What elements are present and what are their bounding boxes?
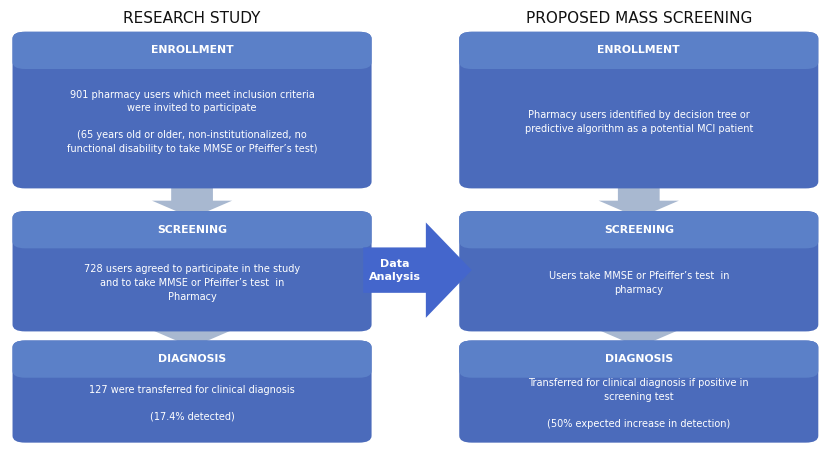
FancyBboxPatch shape (459, 32, 818, 69)
Polygon shape (152, 182, 232, 218)
Bar (25, 50, 359, 62)
Text: ENROLLMENT: ENROLLMENT (598, 45, 680, 55)
Text: 127 were transferred for clinical diagnosis

(17.4% detected): 127 were transferred for clinical diagno… (89, 385, 295, 422)
FancyBboxPatch shape (459, 211, 818, 331)
Text: DIAGNOSIS: DIAGNOSIS (158, 354, 226, 364)
Text: 901 pharmacy users which meet inclusion criteria
were invited to participate

(6: 901 pharmacy users which meet inclusion … (67, 90, 317, 154)
Text: Pharmacy users identified by decision tree or
predictive algorithm as a potentia: Pharmacy users identified by decision tr… (524, 110, 753, 133)
Text: Users take MMSE or Pfeiffer’s test  in
pharmacy: Users take MMSE or Pfeiffer’s test in ph… (549, 271, 729, 295)
FancyBboxPatch shape (459, 32, 818, 188)
FancyBboxPatch shape (13, 340, 372, 378)
Polygon shape (363, 222, 472, 318)
Text: Transferred for clinical diagnosis if positive in
screening test

(50% expected : Transferred for clinical diagnosis if po… (529, 378, 749, 429)
FancyBboxPatch shape (459, 340, 818, 378)
FancyBboxPatch shape (13, 32, 372, 69)
FancyBboxPatch shape (13, 211, 372, 331)
Text: ENROLLMENT: ENROLLMENT (151, 45, 233, 55)
FancyBboxPatch shape (13, 211, 372, 248)
Text: SCREENING: SCREENING (604, 225, 674, 235)
Bar (25, 359, 359, 371)
Polygon shape (152, 325, 232, 347)
Text: DIAGNOSIS: DIAGNOSIS (605, 354, 673, 364)
Text: SCREENING: SCREENING (157, 225, 227, 235)
FancyBboxPatch shape (13, 340, 372, 443)
Bar (472, 50, 806, 62)
Text: PROPOSED MASS SCREENING: PROPOSED MASS SCREENING (525, 11, 752, 26)
Text: 728 users agreed to participate in the study
and to take MMSE or Pfeiffer’s test: 728 users agreed to participate in the s… (84, 265, 300, 301)
FancyBboxPatch shape (13, 32, 372, 188)
Polygon shape (599, 325, 679, 347)
Text: Data
Analysis: Data Analysis (368, 258, 421, 282)
Polygon shape (599, 182, 679, 218)
FancyBboxPatch shape (459, 340, 818, 443)
Bar (472, 359, 806, 371)
Text: RESEARCH STUDY: RESEARCH STUDY (124, 11, 261, 26)
Bar (25, 230, 359, 242)
Bar (472, 230, 806, 242)
FancyBboxPatch shape (459, 211, 818, 248)
